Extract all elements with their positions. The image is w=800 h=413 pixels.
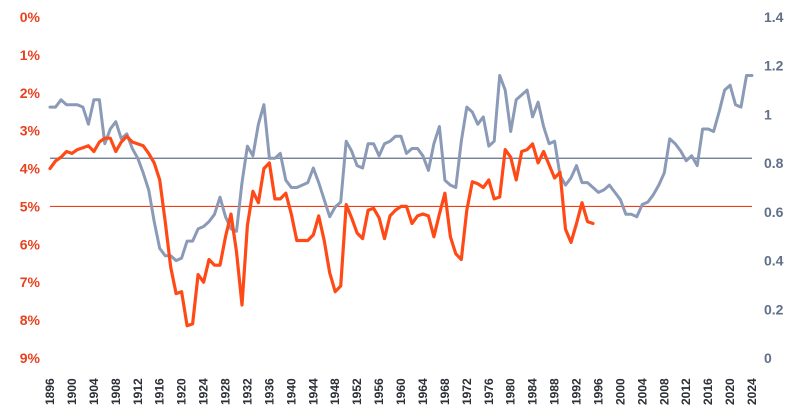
right-axis-ticks: 0 0.2 0.4 0.6 0.8 1 1.2 1.4: [764, 9, 784, 366]
x-tick-label: 1984: [526, 378, 540, 405]
right-tick-label: 1: [764, 106, 772, 122]
x-tick-label: 1896: [43, 378, 57, 405]
left-tick-label: 6%: [20, 236, 41, 252]
x-tick-label: 1916: [153, 378, 167, 405]
right-tick-label: 0: [764, 350, 772, 366]
x-tick-label: 1996: [591, 378, 605, 405]
left-tick-label: 5%: [20, 198, 41, 214]
right-tick-label: 0.4: [764, 253, 784, 269]
right-tick-label: 0.6: [764, 204, 784, 220]
series-layer: [48, 74, 754, 328]
x-tick-label: 2008: [657, 378, 671, 405]
x-tick-label: 2004: [635, 378, 649, 405]
x-tick-label: 1992: [570, 378, 584, 405]
right-tick-label: 1.4: [764, 9, 784, 25]
left-tick-label: 9%: [20, 350, 41, 366]
left-tick-label: 1%: [20, 47, 41, 63]
series-line-left: [48, 134, 595, 328]
x-tick-label: 1980: [504, 378, 518, 405]
left-tick-label: 4%: [20, 161, 41, 177]
x-tick-label: 1972: [460, 378, 474, 405]
x-tick-label: 1908: [109, 378, 123, 405]
x-tick-label: 1964: [416, 378, 430, 405]
x-tick-label: 1928: [219, 378, 233, 405]
x-tick-label: 1920: [175, 378, 189, 405]
x-tick-label: 1968: [438, 378, 452, 405]
x-tick-label: 1944: [306, 378, 320, 405]
x-tick-label: 1976: [482, 378, 496, 405]
right-tick-label: 0.8: [764, 155, 784, 171]
x-tick-label: 1924: [197, 378, 211, 405]
x-tick-label: 1952: [350, 378, 364, 405]
right-tick-label: 1.2: [764, 58, 784, 74]
x-tick-label: 1904: [87, 378, 101, 405]
left-tick-label: 3%: [20, 123, 41, 139]
x-tick-label: 1948: [328, 378, 342, 405]
x-tick-label: 2000: [613, 378, 627, 405]
x-tick-label: 2016: [701, 378, 715, 405]
x-tick-label: 1960: [394, 378, 408, 405]
x-tick-label: 2020: [723, 378, 737, 405]
x-tick-label: 1900: [65, 378, 79, 405]
x-tick-label: 2012: [679, 378, 693, 405]
x-tick-label: 2024: [745, 378, 759, 405]
x-tick-label: 1912: [131, 378, 145, 405]
series-line-right: [48, 74, 754, 263]
left-tick-label: 2%: [20, 85, 41, 101]
x-tick-label: 1956: [372, 378, 386, 405]
right-tick-label: 0.2: [764, 301, 784, 317]
x-tick-label: 1936: [262, 378, 276, 405]
left-tick-label: 7%: [20, 274, 41, 290]
left-tick-label: 8%: [20, 312, 41, 328]
left-axis-ticks: 0% 1% 2% 3% 4% 5% 6% 7% 8% 9%: [20, 9, 41, 366]
x-tick-label: 1988: [548, 378, 562, 405]
x-tick-label: 1932: [240, 378, 254, 405]
left-tick-label: 0%: [20, 9, 41, 25]
x-tick-label: 1940: [284, 378, 298, 405]
x-axis-ticks: 1896 1900 1904 1908 1912 1916 1920 1924 1928 1932…: [43, 378, 759, 405]
